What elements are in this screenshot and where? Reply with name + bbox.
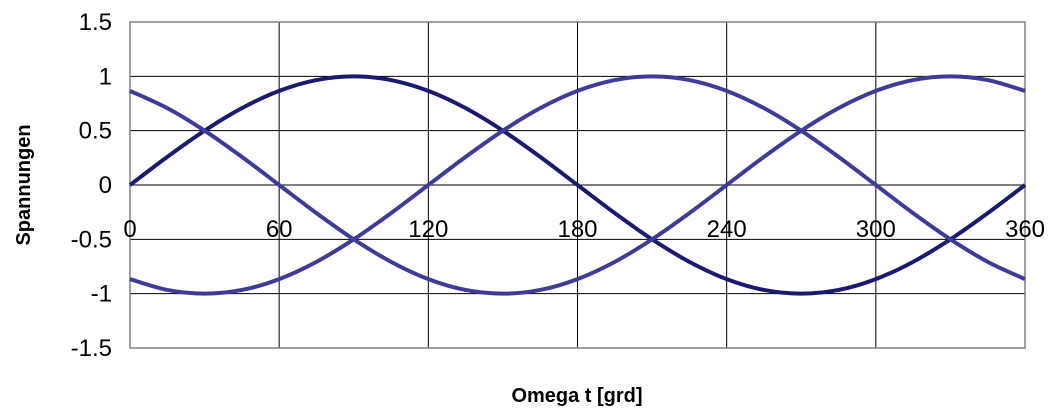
series-line-1 xyxy=(128,74,1027,296)
y-tick-label: 0 xyxy=(99,172,112,199)
x-tick-label: 180 xyxy=(557,216,597,243)
series-group xyxy=(128,74,1027,296)
y-tick-label: 1 xyxy=(99,63,112,90)
y-tick-label: -1 xyxy=(91,281,112,308)
x-axis-title: Omega t [grd] xyxy=(511,385,642,407)
x-tick-label: 360 xyxy=(1005,216,1045,243)
series-line-3 xyxy=(129,74,1026,296)
y-tick-label: 1.5 xyxy=(79,9,112,36)
x-tick-label: 60 xyxy=(266,216,293,243)
x-tick-label: 300 xyxy=(856,216,896,243)
x-tick-label: 120 xyxy=(408,216,448,243)
y-tick-labels: 1.5 1 0.5 0 -0.5 -1 -1.5 xyxy=(71,9,112,362)
y-tick-label: -1.5 xyxy=(71,335,112,362)
x-tick-label: 0 xyxy=(123,216,136,243)
y-axis-title: Spannungen xyxy=(13,124,35,245)
y-tick-label: 0.5 xyxy=(79,118,112,145)
x-tick-labels: 0 60 120 180 240 300 360 xyxy=(123,216,1045,243)
y-tick-label: -0.5 xyxy=(71,226,112,253)
x-tick-label: 240 xyxy=(707,216,747,243)
series-line-2 xyxy=(129,74,1026,296)
